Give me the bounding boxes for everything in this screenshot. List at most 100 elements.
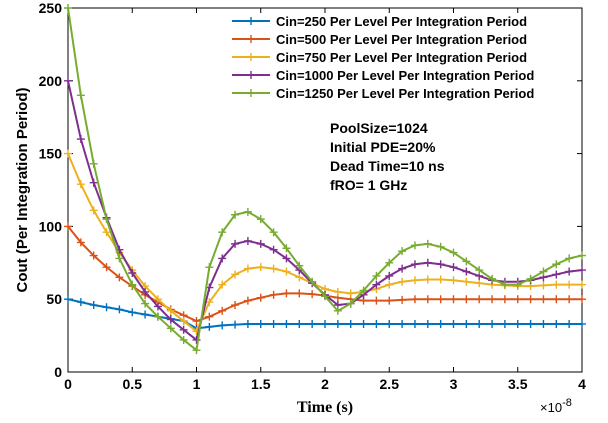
data-point [462, 319, 471, 328]
data-point [166, 324, 175, 333]
data-point [269, 319, 278, 328]
data-point [462, 257, 471, 266]
y-tick-labels: 0 50 100 150 200 250 [39, 0, 63, 380]
data-point [89, 178, 98, 187]
data-point [565, 319, 574, 328]
data-point [475, 295, 484, 304]
data-point [282, 267, 291, 276]
data-point [359, 319, 368, 328]
legend-entry: Cin=500 Per Level Per Integration Period [232, 32, 527, 47]
annotation-text: Dead Time=10 ns [330, 158, 445, 174]
data-point [462, 267, 471, 276]
series-5 [64, 4, 586, 355]
data-point [308, 290, 317, 299]
x-axis-multiplier: ×10-8 [540, 397, 572, 415]
data-point [89, 206, 98, 215]
data-point [578, 266, 586, 275]
data-point [295, 289, 304, 298]
data-point [449, 276, 458, 285]
data-point [243, 319, 252, 328]
data-point [102, 263, 111, 272]
x-axis-label: Time (s) [297, 399, 353, 416]
data-point [423, 239, 432, 248]
annotation-text: fRO= 1 GHz [330, 177, 407, 193]
data-point [269, 264, 278, 273]
data-point [179, 325, 188, 334]
data-point [385, 280, 394, 289]
data-point [578, 319, 586, 328]
data-point [243, 296, 252, 305]
x-multiplier-base: ×10 [540, 400, 562, 415]
legend-entry: Cin=1250 Per Level Per Integration Perio… [232, 86, 534, 101]
legend-label: Cin=250 Per Level Per Integration Period [276, 14, 527, 29]
data-point [128, 268, 137, 277]
legend-marker [247, 53, 255, 61]
data-point [321, 292, 329, 301]
data-point [128, 308, 137, 317]
data-point [141, 287, 150, 296]
data-point [192, 335, 201, 344]
x-tick-label: 3.5 [508, 376, 528, 392]
data-point [488, 295, 497, 304]
data-point [282, 289, 291, 298]
data-point [321, 319, 329, 328]
y-tick-label: 150 [39, 146, 63, 162]
data-point [76, 135, 85, 144]
data-point [333, 287, 342, 296]
data-point [64, 76, 72, 85]
data-point [205, 312, 214, 321]
data-point [243, 236, 252, 245]
legend-label: Cin=500 Per Level Per Integration Period [276, 32, 527, 47]
data-point [269, 245, 278, 254]
legend-marker [247, 89, 255, 97]
legend-label: Cin=1000 Per Level Per Integration Perio… [276, 68, 534, 83]
data-point [64, 4, 72, 12]
data-point [385, 271, 394, 280]
data-point [166, 306, 175, 315]
data-point [500, 319, 509, 328]
data-point [578, 295, 586, 304]
data-point [475, 266, 484, 275]
data-point [153, 312, 162, 321]
data-point [179, 317, 188, 326]
data-point [256, 239, 265, 248]
data-point [89, 301, 98, 310]
data-point [64, 149, 72, 158]
data-point [115, 305, 124, 314]
data-point [76, 238, 85, 247]
annotations: PoolSize=1024 Initial PDE=20% Dead Time=10… [330, 120, 445, 193]
data-point [449, 248, 458, 257]
legend-entry: Cin=250 Per Level Per Integration Period [232, 14, 527, 29]
data-point [359, 286, 368, 295]
data-point [565, 254, 574, 263]
data-point [539, 319, 548, 328]
data-point [385, 319, 394, 328]
data-point [410, 276, 419, 285]
data-point [565, 267, 574, 276]
data-point [423, 319, 432, 328]
data-point [231, 301, 240, 310]
data-point [513, 295, 522, 304]
data-point [410, 241, 419, 250]
data-point [526, 319, 535, 328]
data-point [269, 228, 278, 237]
data-point [218, 321, 227, 330]
data-point [398, 264, 407, 273]
legend-entry: Cin=1000 Per Level Per Integration Perio… [232, 68, 534, 83]
data-point [76, 180, 85, 189]
data-point [256, 293, 265, 302]
data-point [218, 306, 227, 315]
data-point [295, 261, 304, 270]
annotation-text: Initial PDE=20% [330, 139, 436, 155]
annotation-text: PoolSize=1024 [330, 120, 428, 136]
data-point [166, 315, 175, 324]
data-point [449, 263, 458, 272]
data-point [282, 244, 291, 253]
data-point [256, 319, 265, 328]
data-point [179, 335, 188, 344]
data-point [192, 346, 201, 355]
data-point [385, 258, 394, 267]
legend: Cin=250 Per Level Per Integration Period… [232, 14, 534, 101]
data-point [513, 280, 522, 289]
data-point [205, 322, 214, 331]
